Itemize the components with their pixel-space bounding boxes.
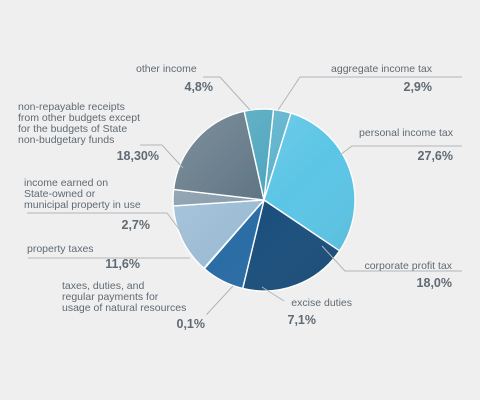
slice-label-5: taxes, duties, and regular payments for us… xyxy=(62,280,186,314)
leader-line-5 xyxy=(205,285,234,315)
leader-line-7 xyxy=(27,212,183,234)
slice-label-8: non-repayable receipts from other budgets… xyxy=(18,101,140,146)
leader-line-9 xyxy=(203,76,251,111)
slice-value-7: 2,7% xyxy=(122,218,151,232)
slice-value-3: 18,0% xyxy=(417,276,452,290)
leader-lines xyxy=(27,76,462,315)
slice-value-5: 0,1% xyxy=(177,317,206,331)
slice-value-1: 2,9% xyxy=(404,80,433,94)
slice-value-9: 4,8% xyxy=(185,80,214,94)
slice-label-3: corporate profit tax xyxy=(364,260,452,272)
slice-label-4: excise duties xyxy=(291,297,352,309)
slice-label-9: other income xyxy=(136,63,197,75)
pie-slices xyxy=(172,108,356,292)
slice-label-1: aggregate income tax xyxy=(331,63,433,75)
slice-value-6: 11,6% xyxy=(105,257,140,271)
slice-value-2: 27,6% xyxy=(418,149,453,163)
slice-label-2: personal income tax xyxy=(359,127,454,139)
leader-line-1 xyxy=(277,76,462,111)
leader-line-2 xyxy=(339,145,462,156)
leader-line-4 xyxy=(261,286,285,302)
slice-labels: aggregate income tax 2,9% personal income … xyxy=(18,63,454,331)
slice-value-4: 7,1% xyxy=(288,313,317,327)
leader-line-3 xyxy=(321,245,462,272)
slice-label-6: property taxes xyxy=(27,243,94,255)
slice-label-7: income earned on State-owned or municipal … xyxy=(24,177,141,211)
leader-line-8 xyxy=(140,144,184,169)
slice-value-8: 18,30% xyxy=(117,149,159,163)
